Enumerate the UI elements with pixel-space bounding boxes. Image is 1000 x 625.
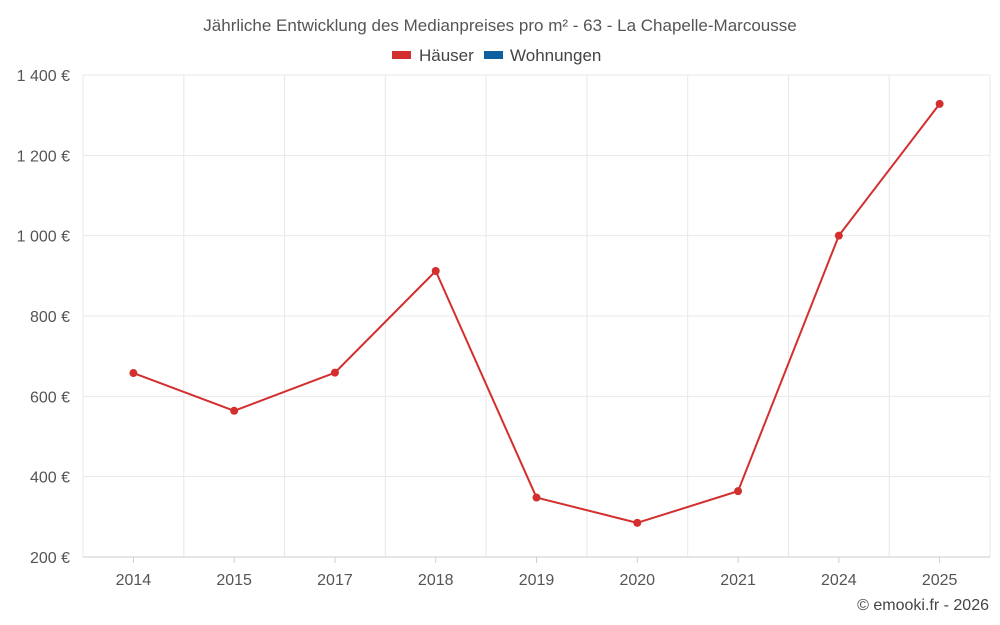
x-tick-label: 2014 — [116, 572, 152, 589]
data-point-houses[interactable] — [129, 369, 138, 378]
x-tick-label: 2019 — [519, 572, 555, 589]
legend-swatch-houses — [392, 51, 411, 59]
legend-label-houses: Häuser — [419, 46, 474, 65]
x-tick-label: 2021 — [720, 572, 756, 589]
y-tick-label: 800 € — [30, 309, 70, 326]
legend: Häuser Wohnungen — [392, 46, 601, 65]
x-tick-label: 2024 — [821, 572, 857, 589]
y-tick-label: 1 000 € — [17, 229, 70, 246]
x-tick-label: 2018 — [418, 572, 454, 589]
y-tick-label: 200 € — [30, 550, 70, 567]
series-houses — [129, 99, 944, 527]
legend-item-houses[interactable]: Häuser — [392, 46, 474, 65]
y-gridlines — [83, 74, 990, 478]
y-tick-label: 600 € — [30, 389, 70, 406]
legend-label-apartments: Wohnungen — [510, 46, 601, 65]
chart-title: Jährliche Entwicklung des Medianpreises … — [203, 16, 796, 35]
data-point-houses[interactable] — [431, 267, 440, 276]
x-gridlines — [82, 75, 991, 557]
credit-text: © emooki.fr - 2026 — [857, 597, 989, 614]
y-tick-label: 400 € — [30, 470, 70, 487]
data-point-houses[interactable] — [330, 368, 339, 377]
legend-item-apartments[interactable]: Wohnungen — [484, 46, 601, 65]
x-tick-label: 2020 — [619, 572, 655, 589]
data-point-houses[interactable] — [633, 518, 642, 527]
legend-swatch-apartments — [484, 51, 503, 59]
series-line-houses — [133, 103, 941, 524]
data-point-houses[interactable] — [734, 487, 743, 496]
x-tick-label: 2025 — [922, 572, 958, 589]
y-axis-ticks: 200 € 400 € 600 € 800 € 1 000 € 1 200 € 1 400 … — [17, 68, 70, 567]
y-tick-label: 1 200 € — [17, 148, 70, 165]
y-tick-label: 1 400 € — [17, 68, 70, 85]
data-point-houses[interactable] — [532, 493, 541, 502]
x-tick-label: 2015 — [216, 572, 252, 589]
data-point-houses[interactable] — [935, 99, 944, 108]
x-axis-ticks: 2014 2015 2017 2018 2019 2020 2021 2024 2025 — [116, 557, 958, 589]
data-point-houses[interactable] — [834, 231, 843, 240]
data-point-houses[interactable] — [230, 406, 239, 415]
x-tick-label: 2017 — [317, 572, 353, 589]
